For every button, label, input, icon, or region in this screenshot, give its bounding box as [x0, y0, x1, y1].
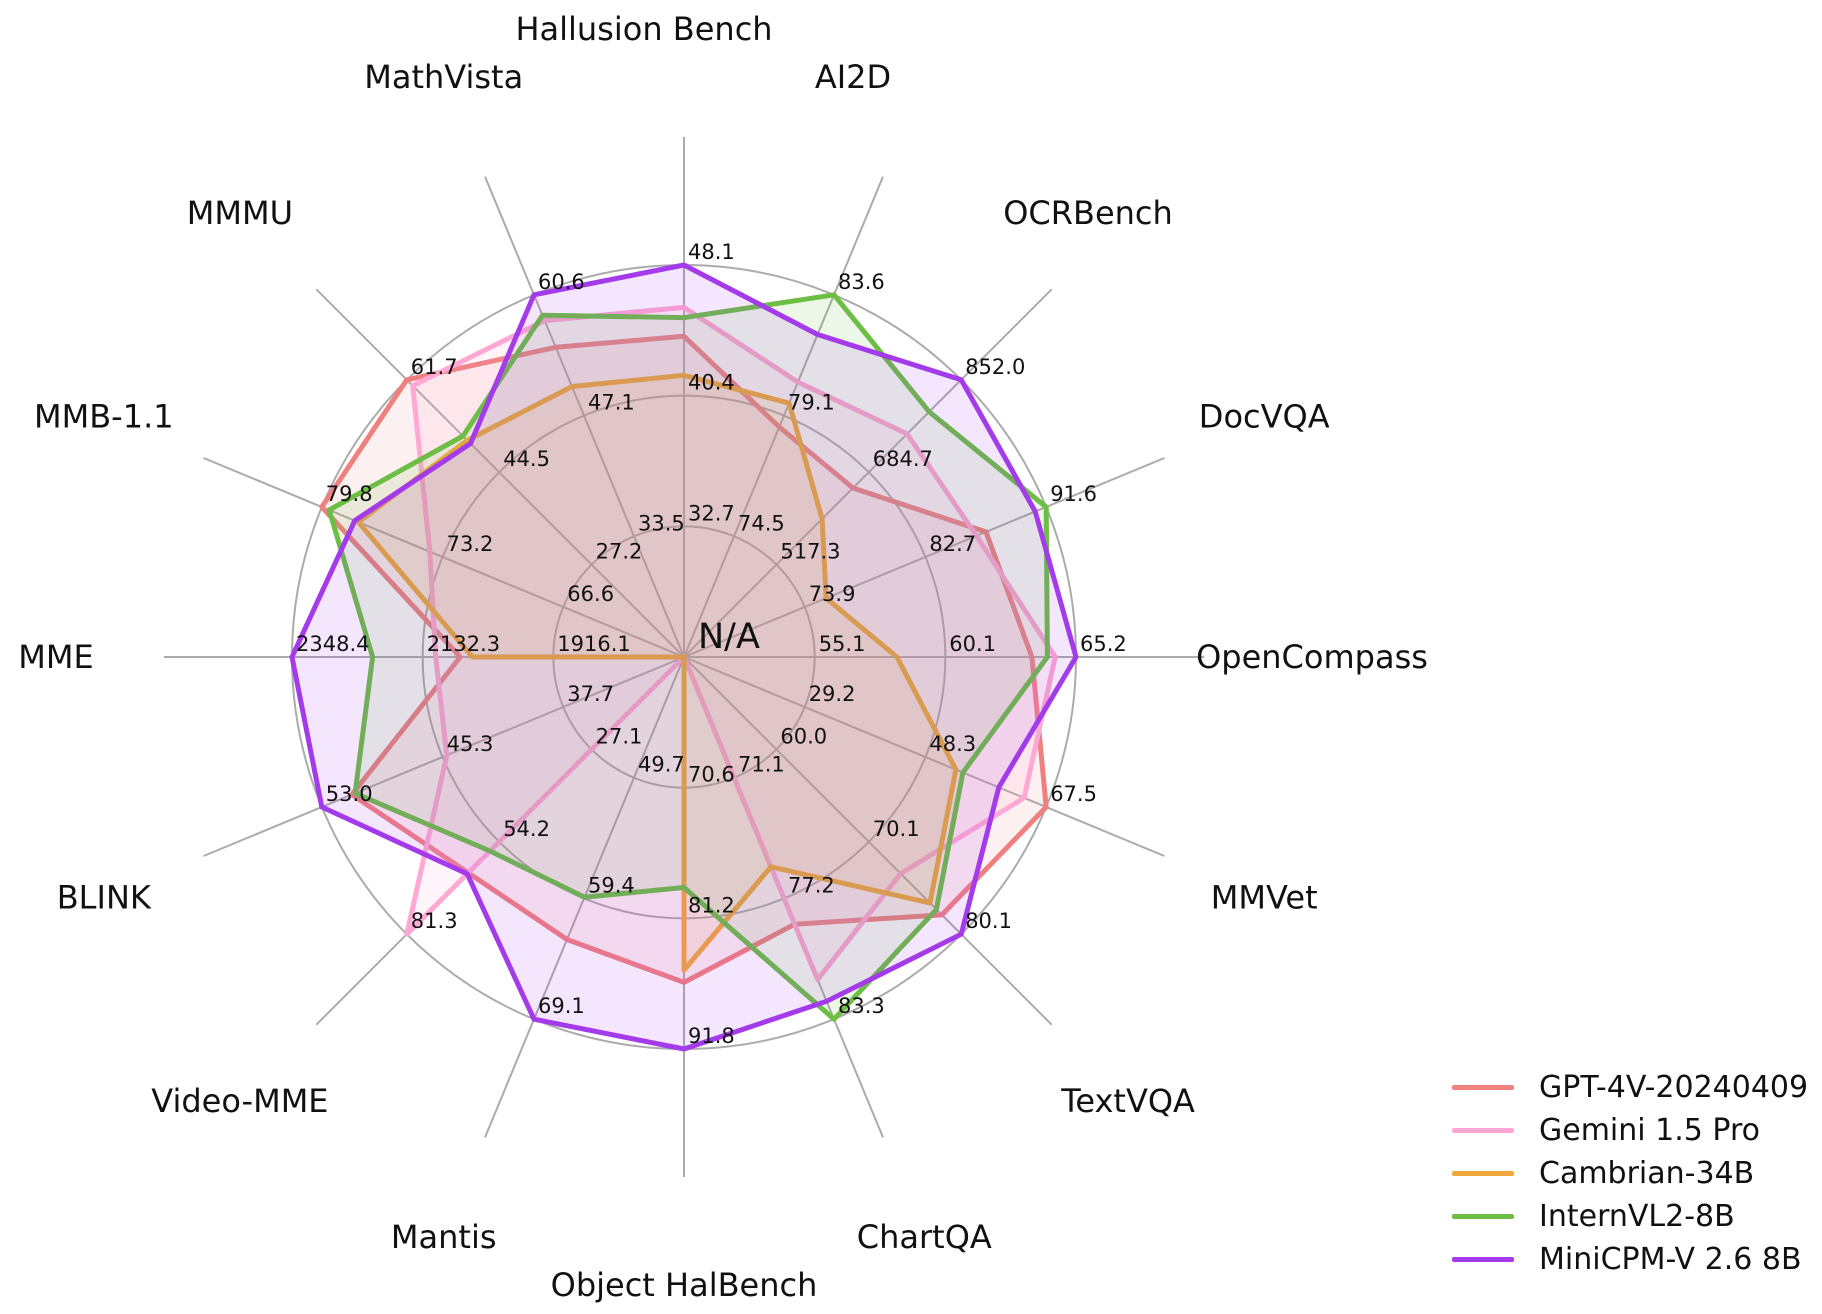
tick-label-mantis-1: 59.4: [588, 873, 635, 897]
tick-label-mmmu-2: 61.7: [411, 355, 458, 379]
axis-spoke-docvqa: [683, 457, 1165, 658]
tick-label-video-mme-2: 81.3: [411, 909, 458, 933]
tick-label-chartqa-2: 83.3: [838, 994, 885, 1018]
tick-label-blink-2: 53.0: [326, 782, 373, 806]
axis-title-mathvista: MathVista: [364, 58, 523, 96]
tick-label-opencompass-2: 65.2: [1080, 632, 1127, 656]
tick-label-textvqa-2: 80.1: [965, 909, 1012, 933]
series-polygon-internvl2-8b: [326, 292, 1050, 1022]
tick-label-object-halbench-0: 70.6: [688, 763, 735, 787]
axis-spoke-mathvista: [484, 176, 685, 658]
tick-label-mmvet-0: 29.2: [809, 682, 856, 706]
legend-line-swatch-minicpm-v-2-6-8b: [1452, 1257, 1514, 1262]
legend-item-minicpm-v-2-6-8b: MiniCPM-V 2.6 8B: [1452, 1238, 1808, 1281]
tick-label-ai2d-2: 83.6: [838, 270, 885, 294]
tick-label-docvqa-2: 91.6: [1050, 482, 1097, 506]
na-center-label: N/A: [698, 617, 760, 657]
tick-label-hallusion-bench-1: 40.4: [688, 371, 735, 395]
tick-label-chartqa-1: 77.2: [788, 873, 835, 897]
axis-title-ocrbench: OCRBench: [1003, 194, 1173, 232]
tick-label-mmb-1-1-2: 79.8: [326, 482, 373, 506]
tick-label-docvqa-0: 73.9: [809, 582, 856, 606]
tick-label-chartqa-0: 71.1: [738, 753, 785, 777]
tick-label-opencompass-1: 60.1: [949, 632, 996, 656]
axis-title-blink: BLINK: [57, 878, 152, 916]
tick-label-blink-0: 37.7: [567, 682, 614, 706]
tick-label-mmvet-1: 48.3: [929, 732, 976, 756]
axis-title-mmmu: MMMU: [187, 194, 293, 232]
tick-label-mmb-1-1-1: 73.2: [447, 532, 494, 556]
tick-label-blink-1: 45.3: [447, 732, 494, 756]
legend-label: Gemini 1.5 Pro: [1539, 1112, 1760, 1148]
axis-title-docvqa: DocVQA: [1199, 398, 1330, 436]
legend-line-swatch-gpt-4v-20240409: [1452, 1085, 1514, 1090]
series-polygon-minicpm-v-2-6-8b: [289, 262, 1079, 1052]
axis-spoke-ocrbench: [683, 288, 1053, 658]
axis-spoke-mmmu: [315, 288, 685, 658]
series-polygon-gemini-1-5-pro: [404, 304, 1058, 983]
legend-line-swatch-internvl2-8b: [1452, 1214, 1514, 1219]
axis-title-hallusion-bench: Hallusion Bench: [515, 10, 772, 48]
tick-label-hallusion-bench-0: 32.7: [688, 501, 735, 525]
tick-label-video-mme-0: 27.1: [596, 724, 643, 748]
axis-title-object-halbench: Object HalBench: [551, 1266, 818, 1304]
axis-spoke-textvqa: [683, 656, 1053, 1026]
axis-spoke-blink: [203, 656, 685, 857]
legend-item-internvl2-8b: InternVL2-8B: [1452, 1195, 1808, 1238]
tick-label-docvqa-1: 82.7: [929, 532, 976, 556]
tick-label-mme-0: 1916.1: [557, 632, 630, 656]
tick-label-mmvet-2: 67.5: [1050, 782, 1097, 806]
tick-label-mathvista-2: 60.6: [538, 270, 585, 294]
tick-label-mmmu-1: 44.5: [503, 447, 550, 471]
tick-label-mme-1: 2132.3: [427, 632, 500, 656]
axis-title-ai2d: AI2D: [815, 58, 891, 96]
legend-label: InternVL2-8B: [1539, 1198, 1735, 1234]
axis-title-mmvet: MMVet: [1211, 878, 1318, 916]
legend-label: GPT-4V-20240409: [1539, 1069, 1809, 1105]
tick-label-mathvista-1: 47.1: [588, 391, 635, 415]
axis-title-opencompass: OpenCompass: [1196, 638, 1428, 676]
axis-spoke-mmb-1-1: [203, 457, 685, 658]
tick-label-ocrbench-0: 517.3: [780, 540, 840, 564]
tick-label-mathvista-0: 33.5: [638, 511, 685, 535]
ring-tick-labels: 32.7 40.4 48.1 74.5 79.1 83.6 517.3 684.7 852.0 7…: [296, 240, 1127, 1048]
tick-label-textvqa-0: 60.0: [780, 724, 827, 748]
tick-label-ocrbench-1: 684.7: [873, 447, 933, 471]
tick-label-mantis-2: 69.1: [538, 994, 585, 1018]
tick-label-ai2d-1: 79.1: [788, 391, 835, 415]
axis-title-mantis: Mantis: [391, 1218, 497, 1256]
legend: GPT-4V-20240409 Gemini 1.5 Pro Cambrian-34…: [1452, 1066, 1808, 1281]
axis-title-video-mme: Video-MME: [151, 1082, 328, 1120]
axis-title-mme: MME: [18, 638, 93, 676]
tick-label-mantis-0: 49.7: [638, 753, 685, 777]
legend-label: Cambrian-34B: [1539, 1155, 1755, 1191]
axis-spoke-mmvet: [683, 656, 1165, 857]
tick-label-mme-2: 2348.4: [296, 632, 369, 656]
tick-label-object-halbench-2: 91.8: [688, 1024, 735, 1048]
tick-label-video-mme-1: 54.2: [503, 817, 550, 841]
tick-label-ocrbench-2: 852.0: [965, 355, 1025, 379]
legend-line-swatch-cambrian-34b: [1452, 1171, 1514, 1176]
axis-spoke-ai2d: [683, 176, 884, 658]
axis-title-textvqa: TextVQA: [1060, 1082, 1195, 1120]
legend-line-swatch-gemini-1-5-pro: [1452, 1128, 1514, 1133]
legend-item-gemini-1-5-pro: Gemini 1.5 Pro: [1452, 1109, 1808, 1152]
legend-item-cambrian-34b: Cambrian-34B: [1452, 1152, 1808, 1195]
tick-label-opencompass-0: 55.1: [819, 632, 866, 656]
axis-titles: Hallusion Bench AI2D OCRBench DocVQA OpenCom…: [18, 10, 1428, 1304]
axis-title-chartqa: ChartQA: [857, 1218, 992, 1256]
axis-title-mmb-1-1: MMB-1.1: [34, 398, 174, 436]
tick-label-ai2d-0: 74.5: [738, 511, 785, 535]
tick-label-hallusion-bench-2: 48.1: [688, 240, 735, 264]
legend-label: MiniCPM-V 2.6 8B: [1539, 1241, 1802, 1277]
series-polygons: [289, 262, 1079, 1052]
tick-label-mmmu-0: 27.2: [596, 540, 643, 564]
legend-item-gpt-4v-20240409: GPT-4V-20240409: [1452, 1066, 1808, 1109]
tick-label-textvqa-1: 70.1: [873, 817, 920, 841]
tick-label-mmb-1-1-0: 66.6: [567, 582, 614, 606]
tick-label-object-halbench-1: 81.2: [688, 893, 735, 917]
